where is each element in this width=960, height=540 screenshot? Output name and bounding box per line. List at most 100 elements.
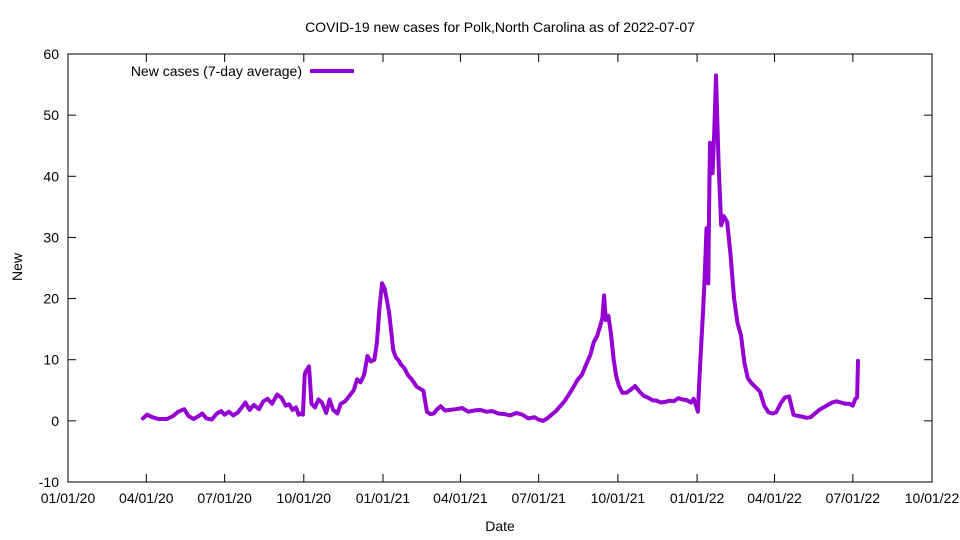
data-point <box>638 390 641 393</box>
data-point <box>784 396 786 399</box>
data-point <box>232 414 234 417</box>
data-point <box>378 306 381 309</box>
series-layer <box>140 73 860 423</box>
data-point <box>809 416 812 419</box>
data-point <box>615 375 617 378</box>
data-point <box>201 412 203 415</box>
x-tick-label: 07/01/20 <box>197 490 252 506</box>
series-line <box>140 73 860 423</box>
y-tick-label: 60 <box>43 46 59 62</box>
data-point <box>236 412 239 414</box>
data-point <box>754 386 757 389</box>
data-point <box>704 273 706 275</box>
x-tick-label: 01/01/21 <box>356 490 411 506</box>
data-point <box>220 410 222 412</box>
data-point <box>550 413 553 416</box>
data-point <box>750 382 753 384</box>
data-point <box>210 418 213 421</box>
data-point <box>198 415 200 417</box>
data-point <box>429 413 432 415</box>
data-point <box>705 227 708 230</box>
x-tick-label: 01/01/20 <box>41 490 96 506</box>
data-point <box>432 412 435 415</box>
data-point <box>359 381 362 384</box>
data-point <box>436 408 439 411</box>
data-point <box>253 404 255 406</box>
data-point <box>599 326 601 329</box>
y-tick-label: 10 <box>43 352 59 368</box>
data-point <box>340 402 342 405</box>
data-point <box>715 74 717 77</box>
data-point <box>381 282 383 285</box>
data-point <box>397 359 400 362</box>
data-point <box>772 412 774 415</box>
data-point <box>642 395 645 397</box>
x-tick-label: 04/01/21 <box>433 490 488 506</box>
data-point <box>392 349 395 352</box>
data-point <box>485 410 488 413</box>
data-point <box>840 401 842 404</box>
data-point <box>681 398 684 401</box>
data-point <box>366 355 369 357</box>
data-point <box>805 417 808 419</box>
data-point <box>291 409 294 411</box>
data-point <box>555 410 557 412</box>
data-point <box>172 415 174 417</box>
data-point <box>241 406 243 409</box>
x-tick-label: 07/01/21 <box>511 490 566 506</box>
data-point <box>288 403 291 406</box>
data-point <box>563 400 566 403</box>
data-point <box>537 418 540 421</box>
data-point <box>743 362 746 364</box>
data-point <box>546 417 549 420</box>
data-point <box>634 385 636 387</box>
data-point <box>612 358 615 360</box>
data-point <box>736 322 739 324</box>
data-point <box>668 399 671 402</box>
data-point <box>521 413 524 416</box>
data-point <box>266 398 269 400</box>
data-point <box>515 412 518 414</box>
legend-label: New cases (7-day average) <box>131 63 302 79</box>
data-point <box>177 410 179 413</box>
data-point <box>685 399 688 401</box>
data-point <box>317 398 320 401</box>
data-point <box>607 314 610 317</box>
data-point <box>559 405 561 408</box>
y-tick-label: 40 <box>43 168 59 184</box>
data-point <box>223 413 226 416</box>
data-point <box>373 358 376 361</box>
data-point <box>621 391 623 394</box>
x-tick-label: 07/01/22 <box>826 490 881 506</box>
data-point <box>852 404 854 407</box>
data-point <box>356 378 358 381</box>
data-point <box>449 409 451 411</box>
data-point <box>258 408 260 411</box>
data-point <box>711 172 714 174</box>
data-point <box>192 418 195 420</box>
data-point <box>348 395 351 397</box>
data-point <box>473 409 476 412</box>
x-tick-label: 10/01/22 <box>905 490 960 506</box>
data-point <box>857 360 859 362</box>
data-point <box>792 413 795 416</box>
data-point <box>596 335 598 337</box>
data-point <box>729 255 732 257</box>
data-point <box>709 141 711 144</box>
data-point <box>848 402 851 405</box>
data-point <box>304 371 307 373</box>
data-point <box>814 412 816 415</box>
data-point <box>601 317 604 319</box>
data-point <box>325 412 328 414</box>
data-point <box>388 311 390 313</box>
data-point <box>733 297 735 300</box>
data-point <box>603 294 605 297</box>
legend: New cases (7-day average) <box>131 63 354 79</box>
data-point <box>747 377 749 379</box>
data-point <box>581 374 583 376</box>
data-point <box>244 401 247 404</box>
data-point <box>166 418 168 420</box>
data-point <box>503 413 506 415</box>
data-point <box>677 397 679 400</box>
data-point <box>695 405 697 408</box>
